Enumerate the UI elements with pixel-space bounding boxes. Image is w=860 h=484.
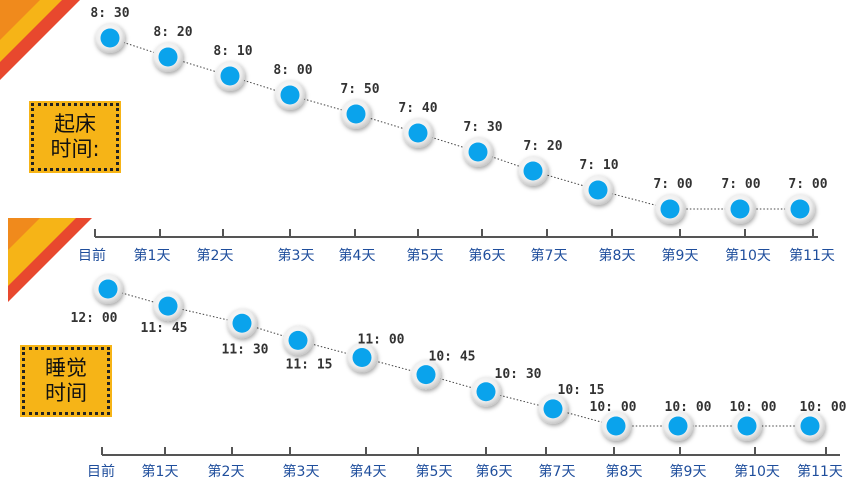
x-tick-label: 第2天: [197, 247, 234, 264]
data-value-label: 7: 10: [579, 158, 618, 173]
data-value-label: 7: 50: [340, 82, 379, 97]
sleep-time-badge: 睡觉时间: [22, 347, 110, 415]
data-value-label: 8: 30: [90, 6, 129, 21]
data-point: [283, 325, 313, 356]
data-point: [403, 118, 433, 148]
data-value-label: 8: 00: [273, 63, 312, 78]
x-tick-label: 第1天: [134, 247, 171, 264]
data-value-label: 7: 00: [721, 177, 760, 192]
data-point: [215, 61, 245, 91]
x-tick-label: 第10天: [734, 463, 780, 480]
x-tick-label: 目前: [87, 463, 115, 480]
data-point: [347, 342, 377, 373]
x-tick-label: 第2天: [208, 463, 245, 480]
data-point: [518, 156, 548, 186]
data-point: [583, 175, 613, 205]
x-tick-label: 第6天: [476, 463, 513, 480]
data-point: [663, 411, 693, 441]
data-value-label: 7: 40: [398, 101, 437, 116]
data-value-label: 7: 00: [788, 177, 827, 192]
corner-decoration-middle: [8, 218, 92, 302]
x-tick-label: 第9天: [662, 247, 699, 264]
x-tick-label: 第9天: [670, 463, 707, 480]
data-value-label: 10: 00: [800, 400, 847, 415]
x-tick-label: 第3天: [278, 247, 315, 264]
data-point: [411, 359, 441, 390]
x-tick-label: 第7天: [539, 463, 576, 480]
x-tick-label: 第3天: [283, 463, 320, 480]
x-tick-label: 第11天: [789, 247, 835, 264]
data-point: [795, 411, 825, 441]
data-value-label: 10: 00: [730, 400, 777, 415]
data-value-label: 11: 45: [141, 321, 188, 336]
series-line: [109, 37, 800, 210]
data-point: [341, 99, 371, 129]
data-value-label: 7: 30: [463, 120, 502, 135]
x-tick-label: 第5天: [407, 247, 444, 264]
x-tick-label: 第10天: [725, 247, 771, 264]
data-value-label: 7: 00: [653, 177, 692, 192]
data-point: [725, 194, 755, 224]
x-tick-label: 第4天: [339, 247, 376, 264]
x-tick-label: 目前: [78, 247, 106, 264]
wake-time-chart: 目前 第1天 第2天 第3天 第4天 第5天 第6天 第7天 第8天 第9天 第10天 第11天 8: …: [78, 6, 835, 264]
data-point: [153, 291, 183, 322]
data-point: [227, 308, 257, 339]
sleep-time-chart: 目前 第1天 第2天 第3天 第4天 第5天 第6天 第7天 第8天 第9天 第10天 第11天 12:…: [71, 274, 847, 480]
data-value-label: 11: 15: [286, 357, 333, 372]
data-point: [732, 411, 762, 441]
data-value-label: 10: 15: [558, 383, 605, 398]
data-value-label: 10: 45: [429, 350, 476, 365]
data-value-label: 8: 20: [153, 25, 192, 40]
data-value-label: 7: 20: [523, 139, 562, 154]
x-tick-label: 第8天: [606, 463, 643, 480]
data-value-label: 10: 30: [495, 367, 542, 382]
data-point: [471, 376, 501, 407]
data-value-label: 10: 00: [590, 400, 637, 415]
data-point: [785, 194, 815, 224]
data-value-label: 11: 30: [222, 342, 269, 357]
data-value-label: 10: 00: [665, 400, 712, 415]
data-point: [153, 42, 183, 72]
data-point: [95, 23, 125, 53]
x-tick-label: 第4天: [350, 463, 387, 480]
x-tick-label: 第8天: [599, 247, 636, 264]
data-value-label: 12: 00: [71, 311, 118, 326]
data-value-label: 11: 00: [358, 333, 405, 348]
data-point: [463, 137, 493, 167]
data-point: [275, 80, 305, 110]
x-tick-label: 第11天: [797, 463, 843, 480]
x-tick-label: 第7天: [531, 247, 568, 264]
wake-time-badge: 起床时间:: [31, 103, 119, 171]
data-point: [601, 411, 631, 441]
data-point: [538, 393, 568, 424]
data-point: [93, 274, 123, 304]
x-tick-label: 第1天: [142, 463, 179, 480]
x-tick-label: 第5天: [416, 463, 453, 480]
x-tick-label: 第6天: [469, 247, 506, 264]
data-value-label: 8: 10: [213, 44, 252, 59]
data-point: [655, 194, 685, 224]
corner-decoration-top: [0, 0, 80, 80]
